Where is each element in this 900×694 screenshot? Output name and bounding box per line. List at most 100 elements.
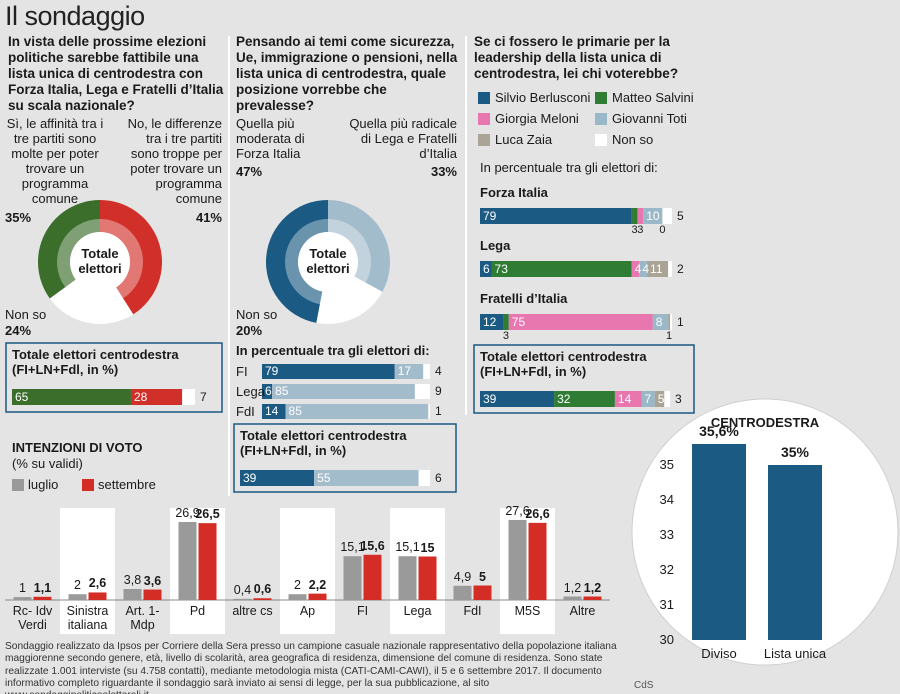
donut-inner-ring	[100, 219, 143, 299]
value-label: 2	[74, 578, 81, 593]
bar-segment	[639, 261, 648, 277]
value-label: 15	[420, 540, 435, 555]
question: Pensando ai temi come sicurezza, Ue, imm…	[236, 34, 458, 113]
value-label: 79	[483, 209, 497, 223]
total-title: Totale elettori centrodestra (FI+LN+Fdl,…	[240, 428, 407, 458]
bar-segment	[480, 208, 632, 224]
legend-swatch	[595, 92, 607, 104]
bar	[13, 597, 32, 600]
bar-segment	[654, 391, 665, 407]
bar-segment	[631, 261, 640, 277]
slice-label: Sì, le affinità tra i tre partiti sono m…	[6, 116, 104, 206]
bar	[768, 465, 822, 640]
bar-segment	[668, 314, 671, 330]
value-label: 2	[294, 578, 301, 593]
donut-slice	[49, 279, 134, 324]
value-label: 0,4	[233, 582, 252, 597]
column-stripe	[60, 508, 115, 634]
bar-segment	[480, 261, 492, 277]
x-tick-label: FdI	[463, 604, 482, 618]
slice-label: Quella più moderata di Forza Italia	[236, 116, 305, 161]
bar	[343, 556, 362, 600]
x-tick-label: M5S	[514, 604, 541, 618]
legend-label: Giovanni Toti	[612, 111, 687, 126]
legend-swatch	[478, 92, 490, 104]
value-label: 8	[655, 315, 663, 329]
value-label: 26,9	[175, 505, 200, 520]
legend-label: Luca Zaia	[495, 132, 553, 147]
x-tick-label: Lega	[403, 604, 432, 618]
x-tick-label: Art. 1- Mdp	[125, 604, 160, 632]
bar-segment	[480, 391, 555, 407]
legend-label: settembre	[98, 477, 156, 492]
x-tick-label: Ap	[299, 604, 316, 618]
x-tick-label: Altre	[569, 604, 596, 618]
bar-segment	[480, 314, 504, 330]
value-label: 9	[435, 384, 442, 398]
center-label: Totale elettori	[78, 246, 122, 276]
value-label: 85	[288, 404, 302, 418]
x-tick-label: Lista unica	[763, 646, 827, 661]
credit: CdS	[634, 680, 654, 691]
legend-swatch	[82, 479, 94, 491]
total-box	[5, 342, 223, 413]
total-box	[233, 423, 457, 493]
bar	[583, 596, 602, 600]
bar	[233, 598, 252, 600]
slice-value: 24%	[5, 323, 32, 338]
donut-center	[70, 232, 130, 292]
donut-inner-ring	[319, 276, 366, 305]
value-label: 5	[479, 569, 486, 584]
value-label: 0,6	[253, 582, 272, 597]
value-label: 17	[397, 364, 412, 378]
breakdown-subtitle: In percentuale tra gli elettori di:	[236, 343, 430, 358]
bar-segment	[614, 391, 642, 407]
x-tick-label: Sinistra italiana	[66, 604, 109, 632]
donut-slice	[328, 200, 390, 292]
bar-segment	[414, 384, 430, 399]
value-label: 1,2	[583, 580, 602, 595]
legend-label: Matteo Salvini	[612, 90, 694, 105]
bar-segment	[631, 208, 638, 224]
value-label: 15,1	[340, 540, 365, 555]
value-label: 1,2	[563, 580, 582, 595]
value-label: 1	[677, 315, 684, 329]
bar-segment	[662, 208, 672, 224]
donut-slice	[316, 276, 383, 324]
x-tick-label: Diviso	[701, 646, 737, 661]
value-label: 1	[666, 330, 673, 342]
legend-swatch	[478, 113, 490, 125]
column-stripe	[280, 508, 335, 634]
row-label: Lega	[236, 384, 265, 399]
legend-label: luglio	[28, 477, 59, 492]
slice-label: Quella più radicale di Lega e Fratelli d…	[349, 116, 457, 161]
legend-swatch	[595, 134, 607, 146]
slice-value: 20%	[236, 323, 263, 338]
value-label: 32	[557, 392, 571, 406]
donut-center	[298, 232, 358, 292]
value-label: 39	[243, 471, 257, 485]
x-tick-label: Pd	[189, 604, 206, 618]
bar	[563, 596, 582, 600]
value-label: 2,2	[308, 577, 327, 592]
value-label: 5	[677, 209, 684, 223]
value-label: 14	[617, 392, 632, 406]
bar-segment	[652, 314, 669, 330]
x-tick-label: Rc- Idv Verdi	[12, 604, 53, 632]
value-label: 15,6	[360, 538, 385, 553]
donut-inner-ring	[328, 219, 371, 283]
bar	[253, 598, 272, 600]
y-tick-label: 31	[659, 597, 674, 612]
value-label: 4	[435, 364, 442, 378]
bar	[68, 594, 87, 600]
footnote: Sondaggio realizzato da Ipsos per Corrie…	[5, 641, 617, 694]
value-label: 35,6%	[699, 423, 739, 439]
value-label: 3	[675, 392, 682, 406]
chart-title: CENTRODESTRA	[710, 415, 820, 430]
bar-segment	[314, 470, 419, 486]
value-label: 39	[483, 392, 497, 406]
donut-slice	[38, 200, 100, 299]
value-label: 28	[133, 390, 148, 404]
value-label: 3	[637, 224, 644, 236]
